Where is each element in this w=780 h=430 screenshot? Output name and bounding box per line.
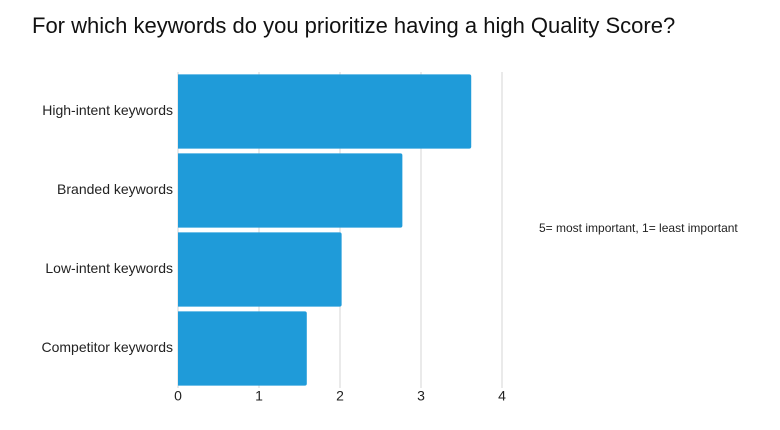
y-tick-label: Competitor keywords — [42, 339, 174, 355]
x-tick-label: 4 — [498, 388, 506, 404]
bar — [178, 232, 342, 307]
x-tick-label: 2 — [336, 388, 344, 404]
chart-title: For which keywords do you prioritize hav… — [32, 13, 675, 38]
x-tick-label: 1 — [255, 388, 263, 404]
y-tick-label: High-intent keywords — [42, 102, 173, 118]
annotation: 5= most important, 1= least important — [539, 221, 738, 235]
bar — [178, 311, 307, 386]
y-tick-label: Low-intent keywords — [45, 260, 173, 276]
bar — [178, 153, 403, 228]
x-tick-label: 0 — [174, 388, 182, 404]
y-tick-label: Branded keywords — [57, 181, 173, 197]
x-tick-label: 3 — [417, 388, 425, 404]
bar — [178, 74, 472, 149]
